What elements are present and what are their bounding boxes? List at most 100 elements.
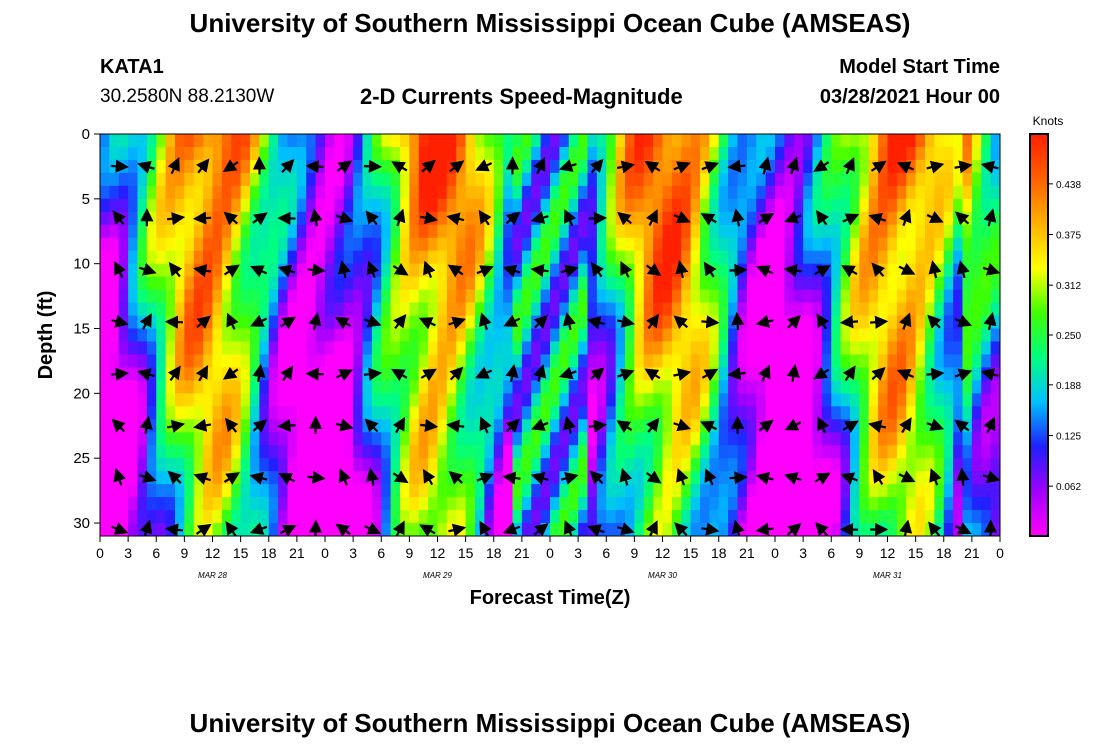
heatmap-cell (325, 406, 335, 420)
heatmap-cell (465, 406, 476, 420)
heatmap-cell (465, 185, 476, 200)
heatmap-cell (868, 510, 879, 524)
heatmap-cell (915, 302, 926, 317)
heatmap-cell (793, 458, 804, 472)
x-tick-label: 6 (152, 545, 160, 561)
heatmap-cell (868, 445, 879, 459)
heatmap-cell (625, 276, 635, 291)
current-vector-arrow (954, 368, 973, 382)
heatmap-cell (334, 380, 345, 394)
heatmap-cell (381, 458, 392, 472)
current-vector-arrow (392, 208, 406, 227)
heatmap-cell (850, 458, 860, 472)
heatmap-cell (353, 263, 364, 278)
heatmap-cell (606, 393, 617, 407)
heatmap-cell (775, 432, 785, 446)
heatmap-cell (259, 224, 270, 239)
heatmap-cell (250, 237, 260, 252)
x-tick-label: 0 (996, 545, 1004, 561)
heatmap-cell (634, 458, 645, 472)
heatmap-cell (990, 146, 1000, 161)
heatmap-cell (109, 198, 120, 213)
heatmap-cell (268, 224, 279, 239)
heatmap-cell (700, 276, 710, 291)
heatmap-cell (493, 289, 504, 304)
current-vector-arrow (784, 418, 802, 431)
current-vector-arrow (335, 211, 354, 224)
heatmap-cell (831, 134, 842, 148)
current-vector-arrow (815, 209, 829, 226)
heatmap-cell (803, 237, 814, 252)
heatmap-cell (906, 445, 917, 459)
heatmap-cell (296, 185, 307, 200)
heatmap-cell (653, 172, 664, 187)
heatmap-cell (521, 198, 532, 213)
heatmap-cell (512, 146, 523, 161)
heatmap-cell (128, 302, 139, 317)
current-vector-arrow (815, 521, 829, 536)
heatmap-cell (278, 250, 289, 265)
heatmap-cell (962, 328, 973, 343)
x-tick-label: 12 (430, 545, 446, 561)
current-vector-arrow (701, 161, 719, 174)
heatmap-cell (128, 276, 139, 291)
heatmap-cell (465, 367, 476, 381)
heatmap-cell (625, 289, 635, 304)
heatmap-cell (315, 445, 326, 459)
heatmap-cell (765, 458, 776, 472)
heatmap-cell (540, 302, 551, 317)
heatmap-cell (784, 185, 795, 200)
heatmap-cell (812, 432, 823, 446)
current-vector-arrow (816, 313, 830, 330)
heatmap-cell (325, 341, 335, 356)
heatmap-cell (456, 484, 467, 498)
heatmap-cell (596, 276, 607, 291)
heatmap-cell (165, 237, 176, 252)
heatmap-cell (334, 393, 345, 407)
x-tick-label: 9 (180, 545, 188, 561)
heatmap-cell (240, 380, 251, 394)
heatmap-cell (906, 224, 917, 239)
current-vector-arrow (138, 470, 157, 483)
heatmap-cell (568, 224, 579, 239)
heatmap-cell (325, 315, 335, 330)
heatmap-cell (456, 432, 467, 446)
heatmap-cell (878, 341, 889, 356)
heatmap-cell (821, 393, 832, 407)
heatmap-cell (465, 159, 476, 174)
heatmap-cell (896, 237, 907, 252)
heatmap-cell (259, 250, 270, 265)
heatmap-cell (737, 146, 748, 161)
heatmap-cell (568, 367, 579, 381)
heatmap-cell (831, 172, 842, 187)
heatmap-cell (690, 134, 701, 148)
heatmap-cell (409, 419, 420, 433)
heatmap-cell (878, 185, 889, 200)
heatmap-cell (493, 276, 504, 291)
heatmap-cell (887, 484, 898, 498)
heatmap-cell (203, 146, 214, 161)
heatmap-cell (437, 302, 448, 317)
heatmap-cell (165, 328, 176, 343)
heatmap-cell (615, 185, 626, 200)
heatmap-cell (484, 510, 495, 524)
heatmap-cell (128, 289, 139, 304)
heatmap-cell (156, 276, 167, 291)
heatmap-cell (503, 510, 514, 524)
heatmap-cell (953, 224, 964, 239)
heatmap-cell (221, 484, 232, 498)
heatmap-cell (512, 134, 523, 148)
heatmap-cell (156, 393, 167, 407)
heatmap-cell (493, 328, 504, 343)
heatmap-cell (381, 237, 392, 252)
heatmap-cell (746, 134, 757, 148)
current-vector-arrow (589, 158, 604, 174)
heatmap-cell (437, 458, 448, 472)
heatmap-cell (437, 146, 448, 161)
heatmap-cell (212, 185, 223, 200)
heatmap-cell (718, 341, 729, 356)
current-vector-arrow (842, 213, 860, 226)
heatmap-cell (334, 289, 345, 304)
heatmap-cell (118, 237, 129, 252)
heatmap-cell (531, 172, 542, 187)
